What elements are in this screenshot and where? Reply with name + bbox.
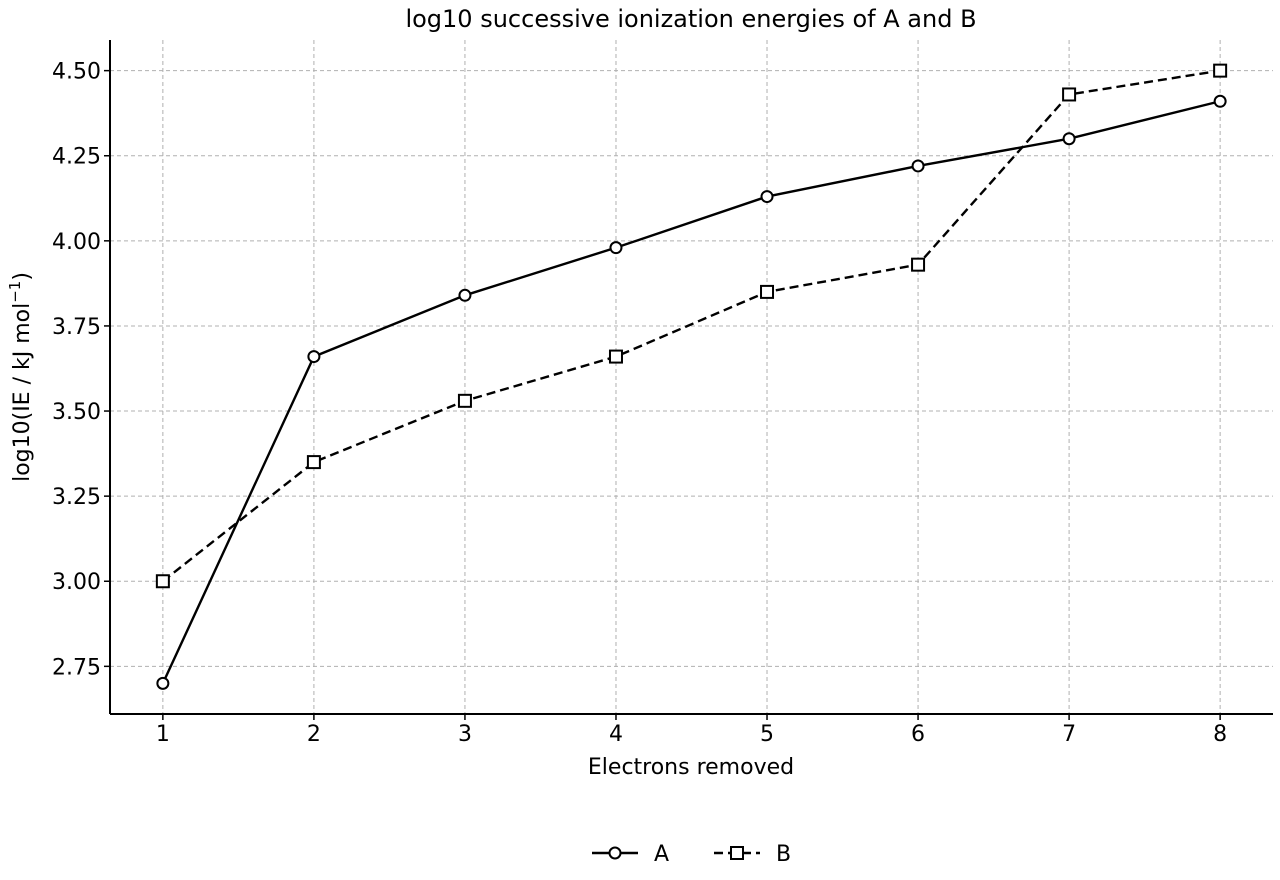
data-point-A (609, 241, 623, 255)
grid-lines (110, 40, 1273, 714)
legend-label-B: B (776, 842, 791, 867)
x-tick-label: 3 (458, 722, 472, 747)
data-point-A (911, 159, 925, 173)
data-point-B (760, 284, 775, 299)
data-point-B (457, 393, 472, 408)
data-point-B (1213, 63, 1228, 78)
legend-item-A: A (592, 842, 669, 867)
data-point-A (1062, 132, 1076, 146)
x-tick-label: 2 (307, 722, 321, 747)
y-tick-label: 3.00 (52, 570, 101, 595)
y-tick-label: 4.25 (52, 145, 101, 170)
data-point-A (307, 350, 321, 364)
x-axis-label: Electrons removed (588, 755, 794, 780)
y-tick-label: 3.50 (52, 400, 101, 425)
y-axis-label-superscript: −1 (6, 281, 24, 303)
y-tick-label: 4.00 (52, 230, 101, 255)
y-tick-label: 2.75 (52, 655, 101, 680)
series-line-A (161, 100, 1221, 684)
y-axis-label: log10(IE / kJ mol−1) (6, 272, 35, 482)
y-tick-label: 3.25 (52, 485, 101, 510)
chart-title: log10 successive ionization energies of … (405, 5, 976, 33)
y-axis-label-main: log10(IE / kJ mol (10, 303, 35, 482)
data-point-A (458, 288, 472, 302)
y-tick-label: 4.50 (52, 60, 101, 85)
legend-item-B: B (714, 842, 791, 867)
data-point-B (911, 257, 926, 272)
data-point-A (1213, 94, 1227, 108)
data-point-B (306, 455, 321, 470)
data-point-A (760, 190, 774, 204)
series-B (155, 63, 1228, 589)
axes: 1 2 3 4 5 6 7 8 2.75 3.00 3.25 3.50 3.75 4.00 4.25 4.50 (52, 40, 1273, 747)
data-point-B (1062, 87, 1077, 102)
y-tick-label: 3.75 (52, 315, 101, 340)
legend-marker-A (608, 846, 622, 860)
y-axis-label-close: ) (10, 272, 35, 281)
series-group (155, 63, 1228, 690)
data-point-A (156, 676, 170, 690)
x-tick-label: 8 (1213, 722, 1227, 747)
data-point-B (155, 574, 170, 589)
legend-marker-B (730, 846, 744, 860)
x-tick-label: 6 (911, 722, 925, 747)
x-tick-label: 1 (156, 722, 170, 747)
x-tick-label: 5 (760, 722, 774, 747)
legend-label-A: A (654, 842, 669, 867)
series-A (156, 94, 1227, 690)
x-tick-label: 4 (609, 722, 623, 747)
series-line-B (162, 69, 1221, 583)
data-point-B (608, 349, 623, 364)
x-tick-label: 7 (1062, 722, 1076, 747)
